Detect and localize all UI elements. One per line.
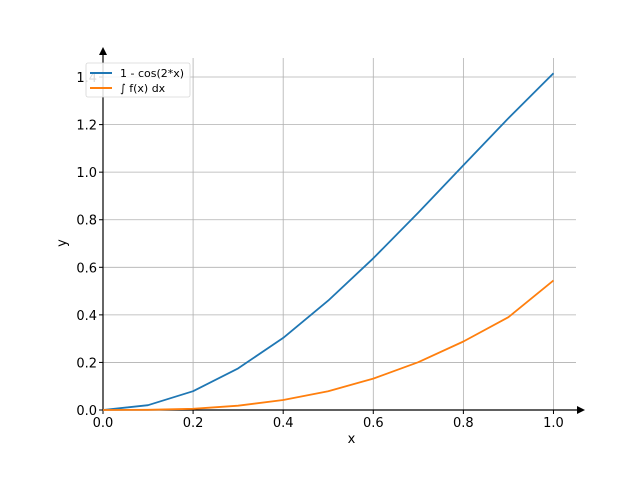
x-tick-label: 1.0 xyxy=(543,416,564,431)
series-layer xyxy=(102,72,555,411)
y-tick-label: 1.2 xyxy=(76,119,97,134)
y-tick-label: 0.6 xyxy=(76,261,97,276)
y-tick-label: 0.8 xyxy=(76,214,97,229)
y-axis-arrow xyxy=(99,47,107,55)
y-tick-label: 0.0 xyxy=(76,404,97,419)
x-axis-arrow xyxy=(577,406,585,414)
series-line-2 xyxy=(102,279,555,411)
x-tick-label: 0.4 xyxy=(273,416,294,431)
y-tick-label: 1.0 xyxy=(76,166,97,181)
x-tick-label: 0.0 xyxy=(93,416,114,431)
x-tick-label: 0.6 xyxy=(363,416,384,431)
legend-entry-label: ∫ f(x) dx xyxy=(120,82,166,95)
grid xyxy=(103,58,576,410)
x-tick-label: 0.8 xyxy=(453,416,474,431)
legend-entry-label: 1 - cos(2*x) xyxy=(120,67,184,80)
y-tick-label: 0.2 xyxy=(76,356,97,371)
series-line-1 xyxy=(102,72,555,411)
ticks: 0.00.20.40.60.81.00.00.20.40.60.81.01.21… xyxy=(76,71,564,431)
axes xyxy=(99,47,585,414)
x-tick-label: 0.2 xyxy=(183,416,204,431)
legend: 1 - cos(2*x) ∫ f(x) dx xyxy=(85,62,191,98)
x-axis-label: x xyxy=(348,432,356,447)
y-tick-label: 0.4 xyxy=(76,309,97,324)
y-axis-label: y xyxy=(55,239,70,247)
